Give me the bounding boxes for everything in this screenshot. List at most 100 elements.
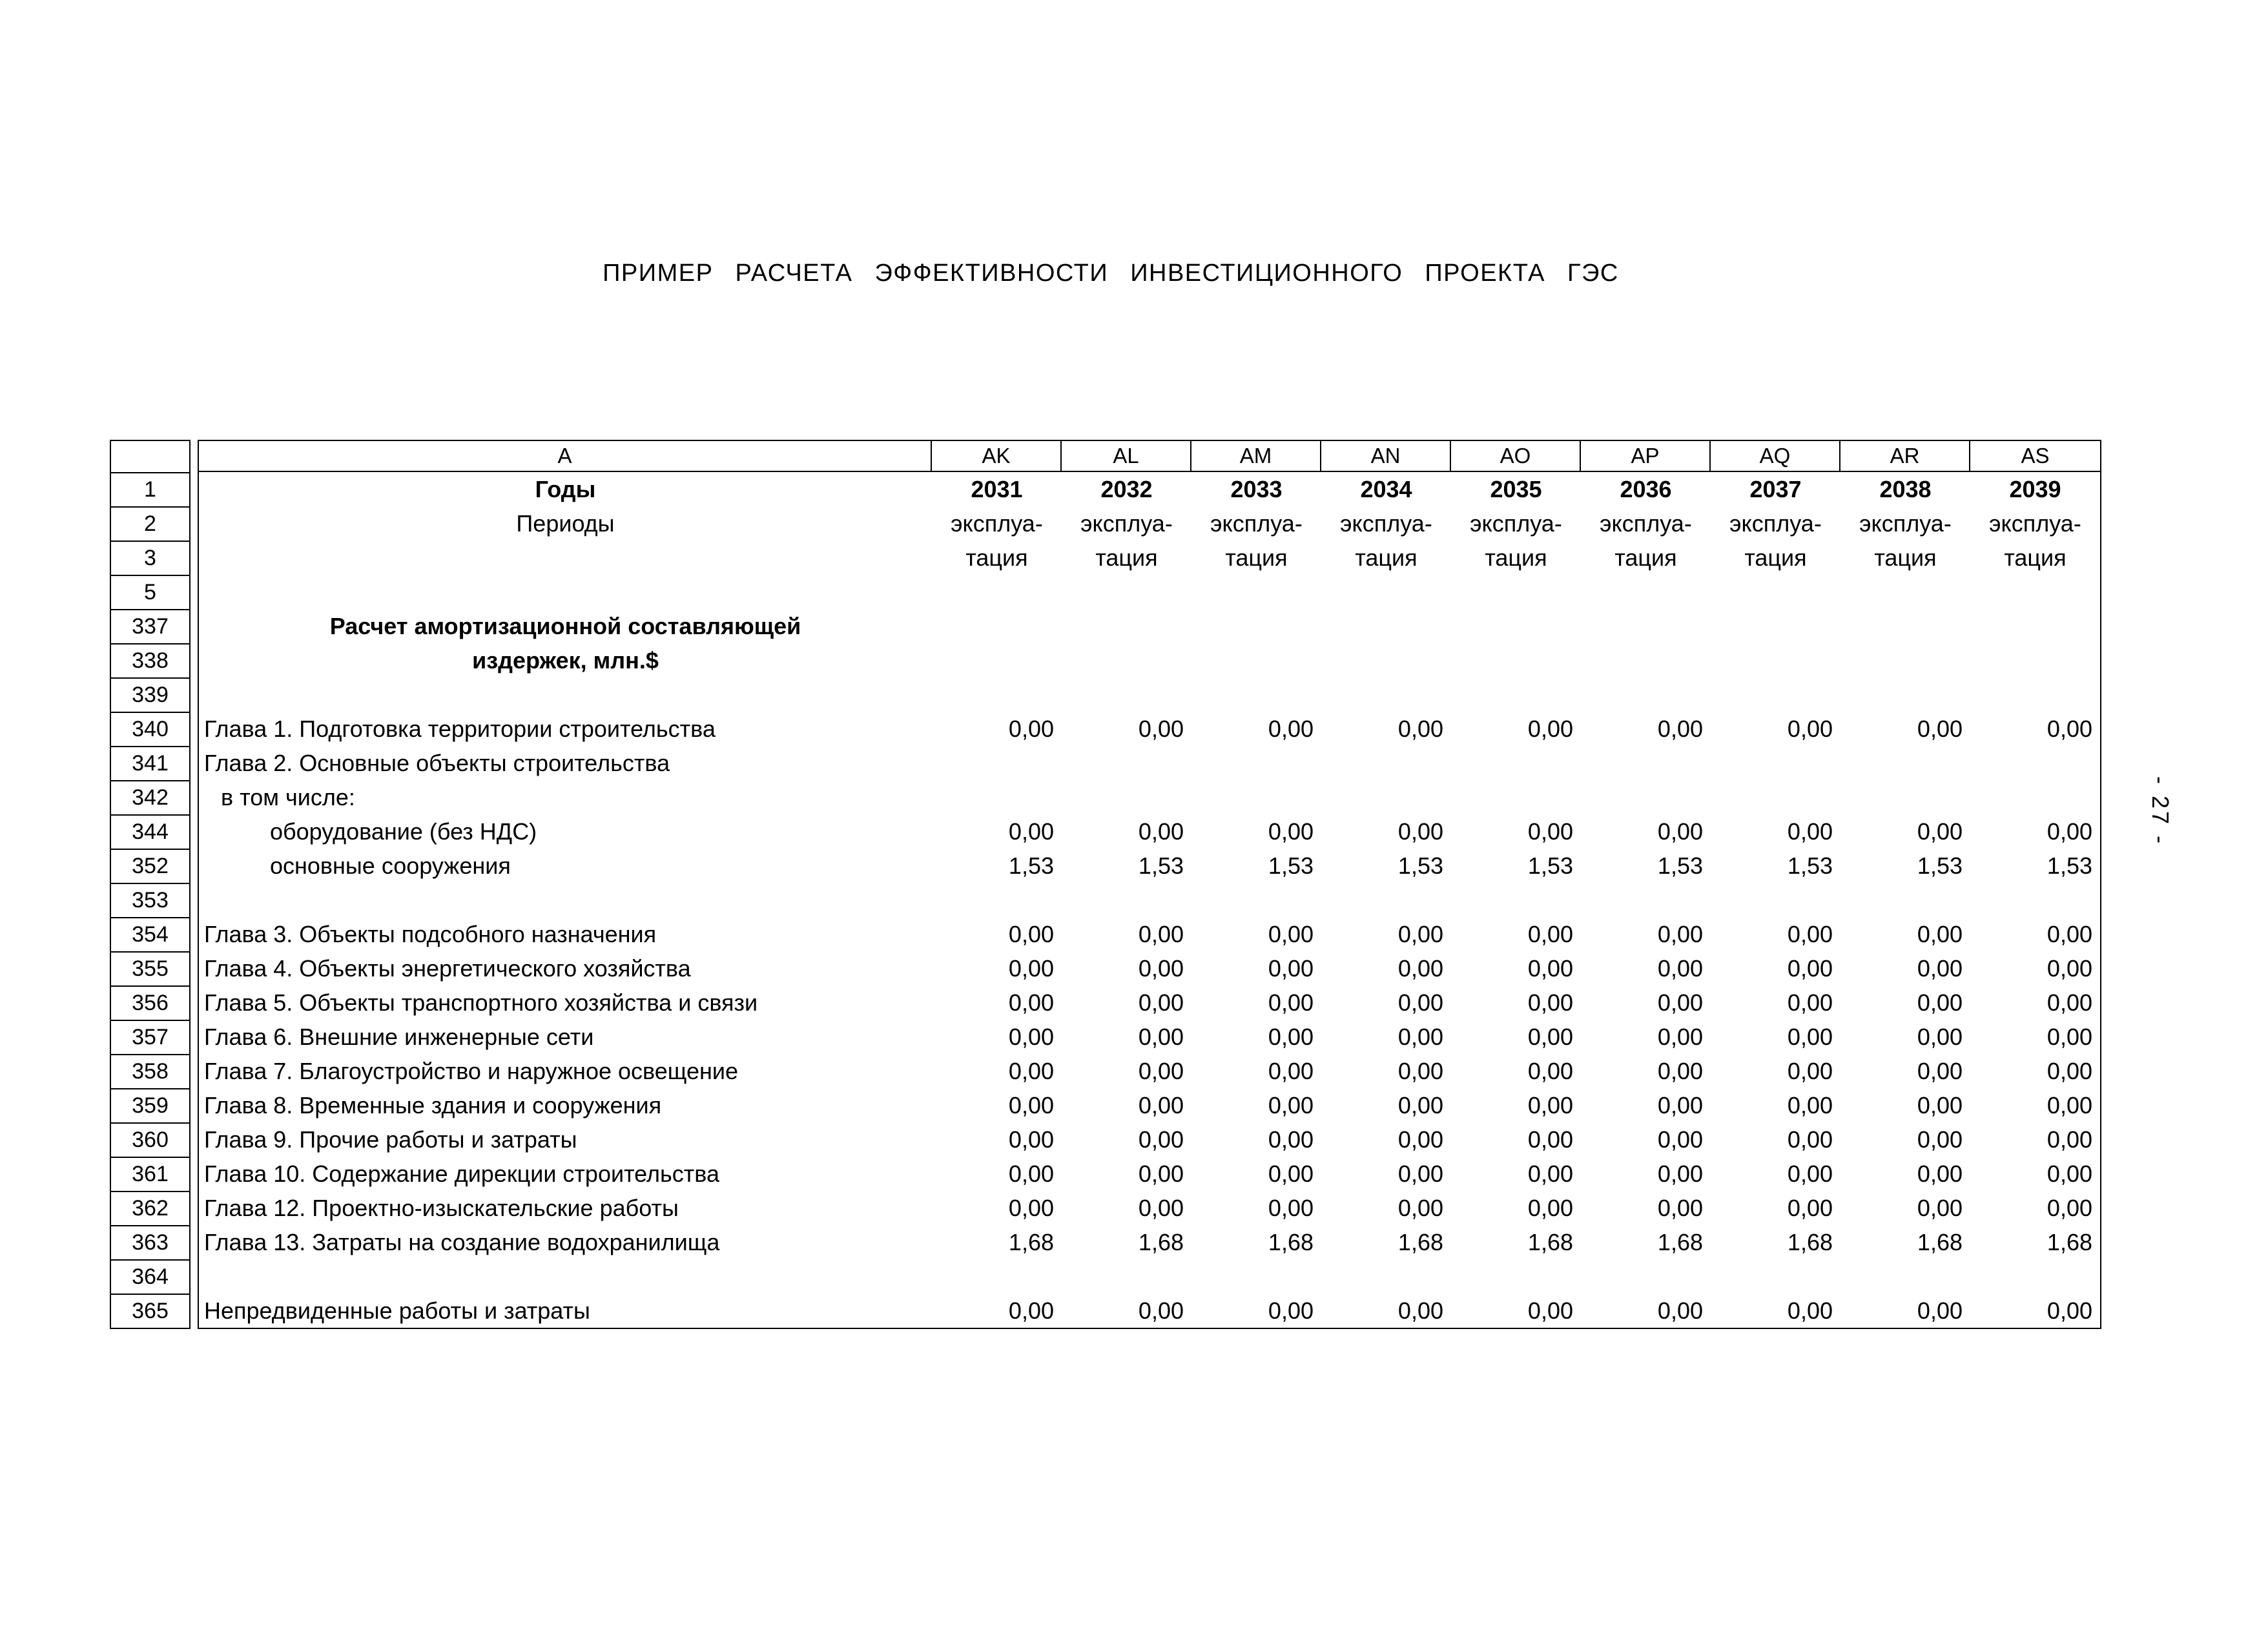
value-cell: 0,00 (1787, 818, 1833, 845)
table-main: A AK AL AM AN AO AP AQ AR AS Годы 2031 2032 2033 203… (198, 440, 2101, 1329)
value-cell: эксплуа- (1210, 510, 1303, 537)
value-cell: 0,00 (1138, 715, 1184, 742)
value-cell: 0,00 (1917, 818, 1963, 845)
value-cell: 0,00 (1917, 1023, 1963, 1050)
value-cell: 0,00 (1917, 715, 1963, 742)
value-cell: 0,00 (1008, 1023, 1054, 1050)
value-cell: 0,00 (1527, 818, 1573, 845)
value-cell: 0,00 (1268, 1160, 1314, 1187)
row-label: в том числе: (221, 783, 355, 810)
value-cell: 1,53 (1138, 852, 1184, 879)
value-cell: эксплуа- (1470, 510, 1562, 537)
value-cell: тация (1614, 544, 1677, 571)
value-cell: 0,00 (1657, 1057, 1703, 1084)
table-row: в том числе: (199, 780, 2100, 814)
value-cell: 0,00 (1008, 1126, 1054, 1153)
value-cell: 0,00 (1787, 1160, 1833, 1187)
value-cell: тация (1744, 544, 1807, 571)
column-letter: AO (1451, 441, 1581, 471)
row-number-gutter: 1 2 3 5 337 338 339 340 341 342 344 352 353 354 355 356… (110, 440, 191, 1329)
row-number: 352 (110, 849, 191, 884)
column-letter: AP (1581, 441, 1711, 471)
value-cell: 0,00 (1397, 1091, 1443, 1119)
value-cell: 0,00 (1138, 1297, 1184, 1324)
value-cell: 0,00 (1527, 920, 1573, 947)
table-row: Годы 2031 2032 2033 2034 2035 2036 2037 2038 2039 (199, 472, 2100, 506)
row-label: Глава 5. Объекты транспортного хозяйства… (204, 989, 758, 1016)
row-label: Глава 8. Временные здания и сооружения (204, 1091, 662, 1119)
page-number: - 27 - (2147, 776, 2174, 847)
value-cell: 0,00 (1787, 989, 1833, 1016)
value-cell: 0,00 (2046, 989, 2092, 1016)
value-cell: 0,00 (1527, 1160, 1573, 1187)
table-row: основные сооружения 1,53 1,53 1,53 1,53 1,53 1… (199, 849, 2100, 883)
value-cell: 0,00 (1397, 920, 1443, 947)
row-number: 364 (110, 1259, 191, 1295)
table-row: Глава 13. Затраты на создание водохранил… (199, 1225, 2100, 1259)
value-cell: 1,68 (1008, 1228, 1054, 1255)
value-cell: 0,00 (1138, 1160, 1184, 1187)
value-cell: тация (1225, 544, 1288, 571)
column-letter: AS (2021, 444, 2050, 468)
row-number: 365 (110, 1294, 191, 1329)
value-cell: 0,00 (1008, 989, 1054, 1016)
value-cell: 0,00 (1397, 954, 1443, 982)
table-row: Глава 2. Основные объекты строительства (199, 746, 2100, 780)
value-cell: тация (965, 544, 1028, 571)
row-number: 342 (110, 780, 191, 816)
value-cell: 0,00 (1657, 989, 1703, 1016)
value-cell: 2036 (1620, 475, 1672, 502)
value-cell: 0,00 (1657, 1126, 1703, 1153)
value-cell: эксплуа- (1989, 510, 2081, 537)
value-cell: 0,00 (1657, 1160, 1703, 1187)
value-cell: 1,53 (2046, 852, 2092, 879)
value-cell: 0,00 (1008, 920, 1054, 947)
column-letter: AM (1191, 441, 1321, 471)
table-row: тация тация тация тация тация тация тация тация… (199, 541, 2100, 575)
row-label: Глава 4. Объекты энергетического хозяйст… (204, 954, 691, 982)
column-letter-a: A (199, 441, 932, 471)
value-cell: 0,00 (1268, 1023, 1314, 1050)
value-cell: 0,00 (2046, 920, 2092, 947)
value-cell: 0,00 (1917, 1091, 1963, 1119)
value-cell: тация (1485, 544, 1547, 571)
row-label: Глава 3. Объекты подсобного назначения (204, 920, 657, 947)
row-label: Глава 10. Содержание дирекции строительс… (204, 1160, 719, 1187)
row-number: 363 (110, 1225, 191, 1261)
row-label: Глава 1. Подготовка территории строитель… (204, 715, 716, 742)
row-number-corner (110, 440, 191, 473)
table-row: Глава 8. Временные здания и сооружения 0,… (199, 1088, 2100, 1122)
value-cell: 0,00 (1268, 1194, 1314, 1221)
table-row (199, 575, 2100, 609)
value-cell: 0,00 (2046, 954, 2092, 982)
value-cell: 0,00 (1787, 1297, 1833, 1324)
value-cell: 1,53 (1527, 852, 1573, 879)
value-cell: 1,53 (1397, 852, 1443, 879)
value-cell: 0,00 (2046, 1297, 2092, 1324)
value-cell: 0,00 (1138, 1023, 1184, 1050)
value-cell: 0,00 (1008, 715, 1054, 742)
table-row (199, 1259, 2100, 1294)
value-cell: 2035 (1490, 475, 1542, 502)
value-cell: 1,53 (1657, 852, 1703, 879)
table-row: Глава 9. Прочие работы и затраты 0,00 0,00… (199, 1122, 2100, 1157)
row-number: 5 (110, 575, 191, 610)
row-number: 339 (110, 677, 191, 713)
value-cell: 2034 (1360, 475, 1412, 502)
table-row: Глава 12. Проектно-изыскательские работы… (199, 1191, 2100, 1225)
row-label: Годы (535, 475, 596, 502)
row-number: 340 (110, 712, 191, 747)
value-cell: 0,00 (1917, 1057, 1963, 1084)
value-cell: 0,00 (1527, 1023, 1573, 1050)
value-cell: 0,00 (1138, 989, 1184, 1016)
table-row: издержек, млн.$ (199, 643, 2100, 677)
value-cell: 1,53 (1268, 852, 1314, 879)
value-cell: 0,00 (1397, 989, 1443, 1016)
value-cell: 0,00 (1787, 1057, 1833, 1084)
value-cell: 0,00 (1138, 920, 1184, 947)
value-cell: 0,00 (1138, 1126, 1184, 1153)
value-cell: 2037 (1749, 475, 1802, 502)
value-cell: 2033 (1230, 475, 1283, 502)
value-cell: 0,00 (1787, 1023, 1833, 1050)
value-cell: 1,53 (1008, 852, 1054, 879)
